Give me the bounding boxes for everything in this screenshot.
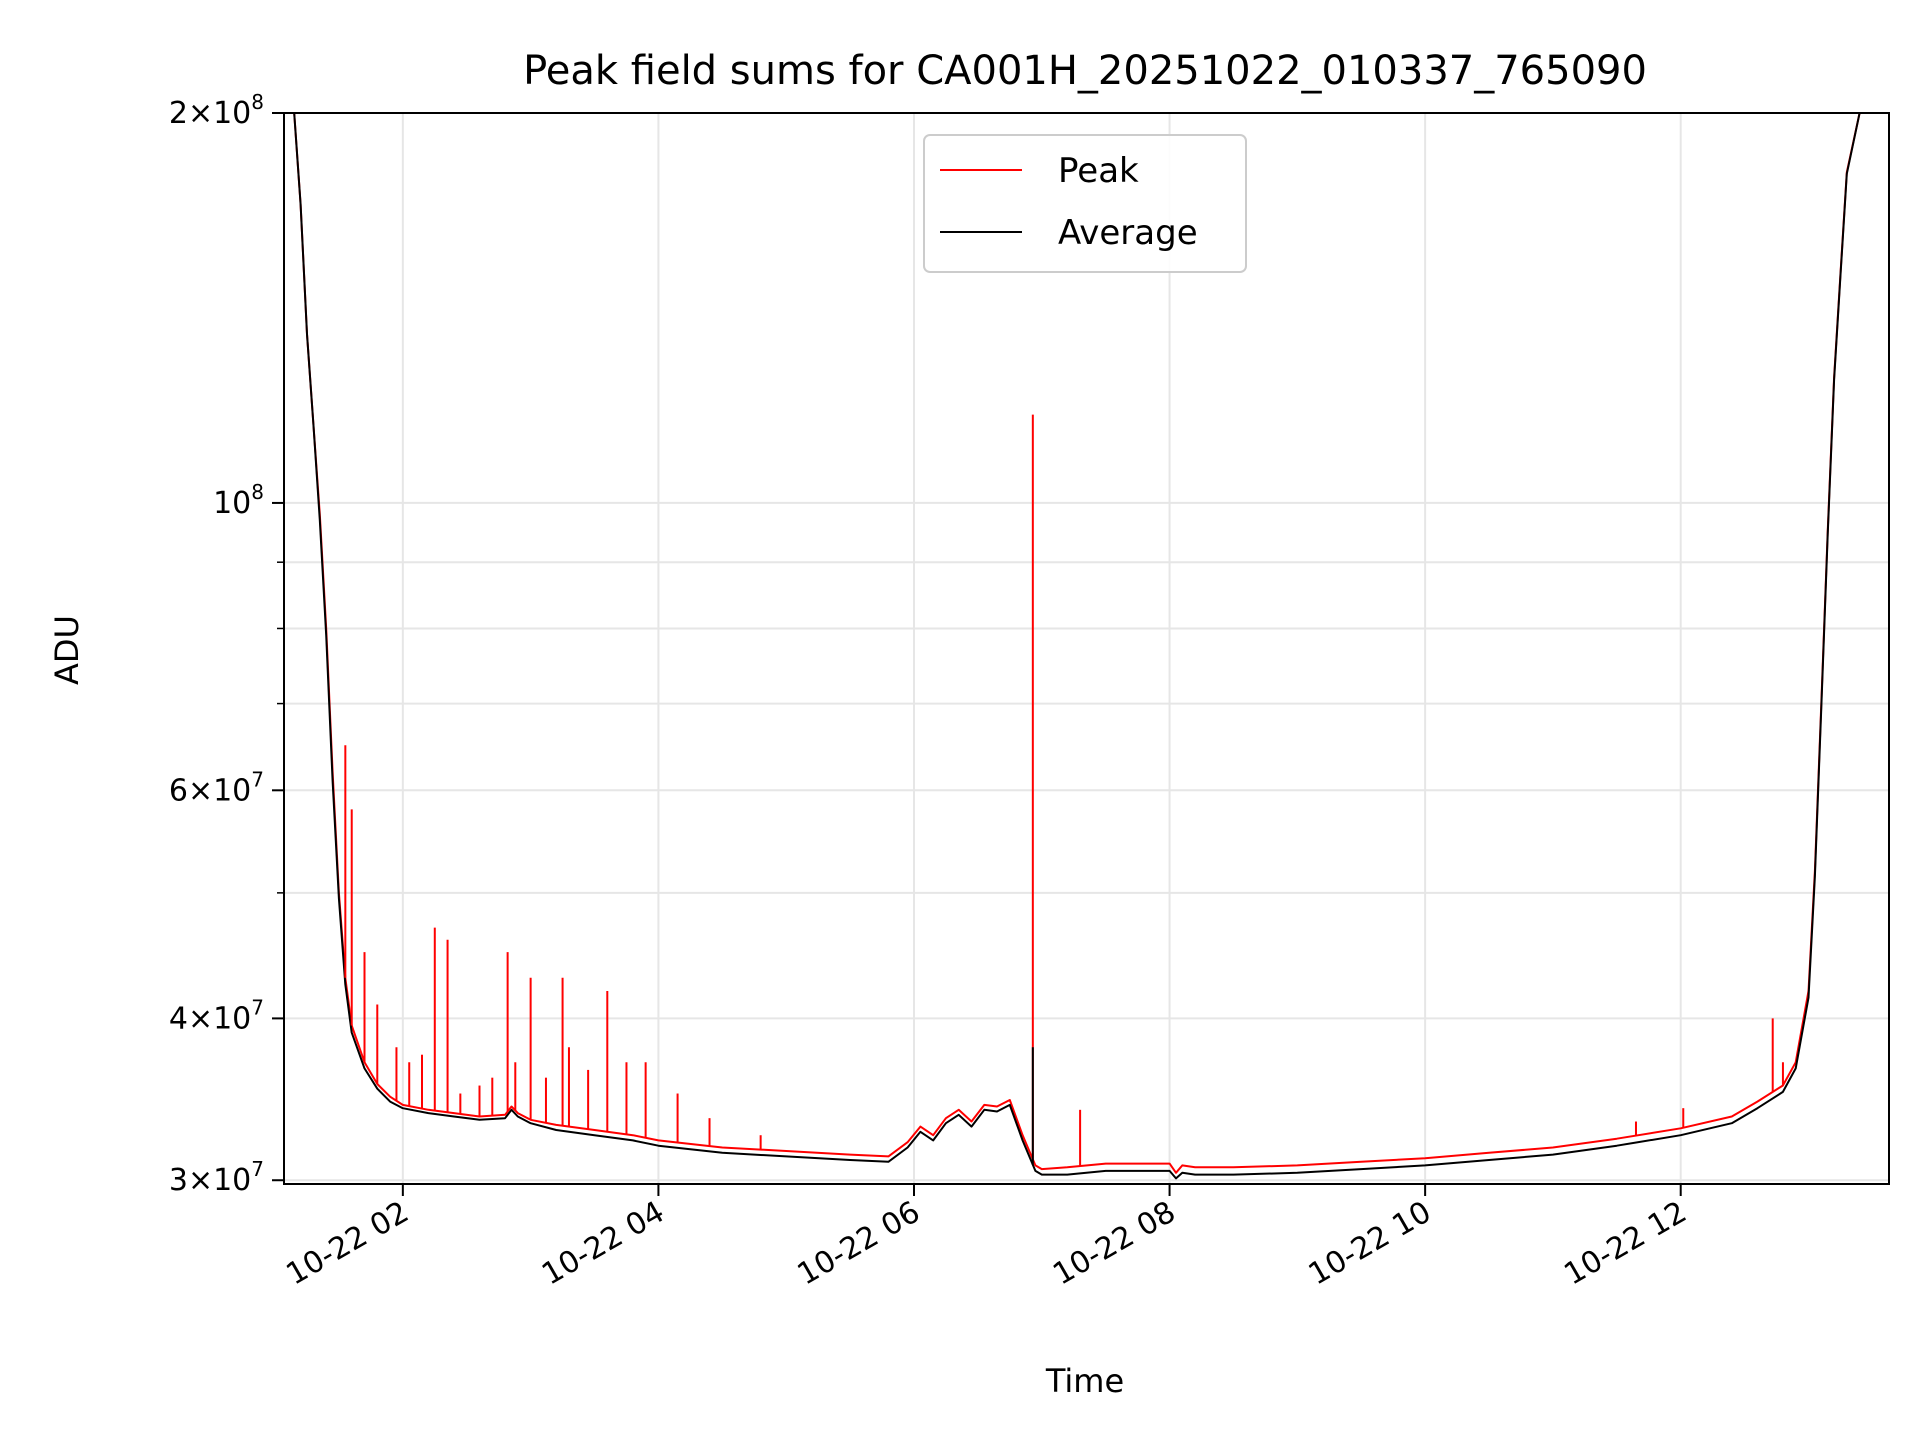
series-line-average: [284, 113, 1889, 1180]
y-tick-label-1: 4×107: [169, 995, 264, 1036]
y-tick-label-0: 3×107: [169, 1157, 264, 1198]
series-layer: [284, 113, 1889, 1180]
y-tick-label-4: 2×108: [169, 90, 264, 131]
x-axis-label: Time: [1045, 1362, 1124, 1400]
plot-frame: [283, 112, 1890, 1185]
legend: Peak Average: [923, 134, 1247, 273]
y-tick-label-3: 108: [213, 480, 264, 521]
chart-title: Peak field sums for CA001H_20251022_0103…: [523, 48, 1647, 94]
legend-peak-label: Peak: [1058, 151, 1139, 191]
y-axis-label: ADU: [48, 615, 86, 685]
y-tick-label-2: 6×107: [169, 767, 264, 808]
legend-average-label: Average: [1058, 213, 1198, 253]
series-line-peak: [284, 113, 1889, 1174]
